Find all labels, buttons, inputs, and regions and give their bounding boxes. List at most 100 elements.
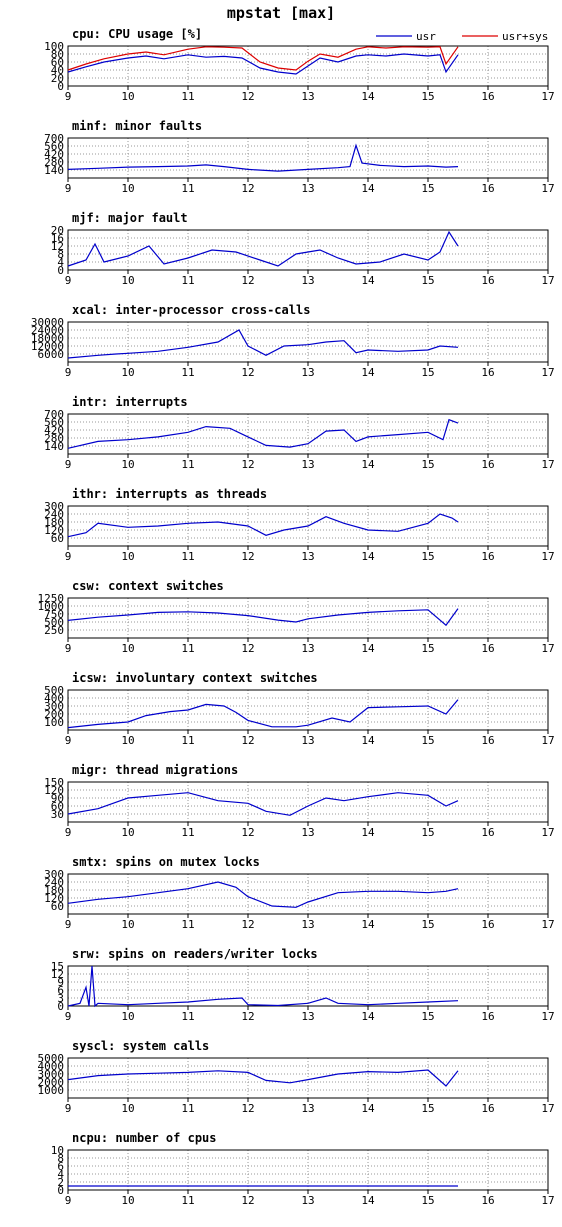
x-tick-label: 17 (541, 182, 554, 195)
x-tick-label: 11 (181, 642, 194, 655)
x-tick-label: 15 (421, 734, 434, 747)
series-line (67, 792, 459, 816)
x-tick-label: 15 (421, 826, 434, 839)
x-tick-label: 9 (65, 1102, 72, 1115)
y-tick-label: 60 (51, 800, 64, 813)
series-line (67, 46, 459, 71)
x-tick-label: 11 (181, 182, 194, 195)
chart-title: minf: minor faults (72, 119, 202, 133)
x-tick-label: 12 (241, 550, 254, 563)
y-tick-label: 560 (44, 416, 64, 429)
x-tick-label: 10 (121, 366, 134, 379)
y-tick-label: 280 (44, 156, 64, 169)
y-tick-label: 0 (57, 264, 64, 277)
y-tick-label: 140 (44, 164, 64, 177)
chart-title: icsw: involuntary context switches (72, 671, 318, 685)
x-tick-label: 14 (361, 1194, 375, 1207)
y-tick-label: 120 (44, 524, 64, 537)
x-tick-label: 15 (421, 90, 434, 103)
y-tick-label: 3 (57, 992, 64, 1005)
x-tick-label: 10 (121, 1194, 134, 1207)
x-tick-label: 16 (481, 90, 494, 103)
x-tick-label: 9 (65, 1010, 72, 1023)
x-tick-label: 13 (301, 1102, 314, 1115)
plot-frame (67, 781, 549, 823)
x-tick-label: 9 (65, 1194, 72, 1207)
x-tick-label: 9 (65, 550, 72, 563)
chart-title: xcal: inter-processor cross-calls (72, 303, 310, 317)
chart-title: srw: spins on readers/writer locks (72, 947, 318, 961)
x-tick-label: 11 (181, 918, 194, 931)
series-line (67, 608, 459, 627)
x-tick-label: 13 (301, 1010, 314, 1023)
x-tick-label: 13 (301, 918, 314, 931)
x-tick-label: 17 (541, 1102, 554, 1115)
y-tick-label: 1000 (38, 600, 65, 613)
x-tick-label: 13 (301, 642, 314, 655)
y-tick-label: 300 (44, 868, 64, 881)
y-tick-label: 1250 (38, 592, 65, 605)
y-tick-label: 9 (57, 976, 64, 989)
x-tick-label: 12 (241, 274, 254, 287)
x-tick-label: 12 (241, 182, 254, 195)
y-tick-label: 30000 (31, 316, 64, 329)
chart-title: syscl: system calls (72, 1039, 209, 1053)
x-tick-label: 12 (241, 458, 254, 471)
x-tick-label: 10 (121, 274, 134, 287)
x-tick-label: 14 (361, 1010, 375, 1023)
plot-frame (67, 137, 549, 179)
x-tick-label: 16 (481, 1010, 494, 1023)
plot-frame (67, 1149, 549, 1191)
x-tick-label: 16 (481, 826, 494, 839)
x-tick-label: 12 (241, 1194, 254, 1207)
x-tick-label: 11 (181, 1194, 194, 1207)
x-tick-label: 13 (301, 366, 314, 379)
x-tick-label: 11 (181, 274, 194, 287)
x-tick-label: 15 (421, 1194, 434, 1207)
chart-title: ncpu: number of cpus (72, 1131, 217, 1145)
x-tick-label: 17 (541, 274, 554, 287)
plot-frame (67, 505, 549, 547)
y-tick-label: 40 (51, 64, 64, 77)
x-tick-label: 14 (361, 550, 375, 563)
plot-frame (67, 1057, 549, 1099)
series-line (67, 881, 459, 908)
series-line (67, 1069, 459, 1087)
x-tick-label: 10 (121, 182, 134, 195)
x-tick-label: 11 (181, 1010, 194, 1023)
x-tick-label: 13 (301, 182, 314, 195)
x-tick-label: 16 (481, 1102, 494, 1115)
x-tick-label: 16 (481, 458, 494, 471)
y-tick-label: 3000 (38, 1068, 65, 1081)
y-tick-label: 15 (51, 960, 64, 973)
y-tick-label: 12000 (31, 340, 64, 353)
x-tick-label: 10 (121, 1010, 134, 1023)
y-tick-label: 60 (51, 532, 64, 545)
y-tick-label: 6 (57, 1160, 64, 1173)
y-tick-label: 240 (44, 508, 64, 521)
y-tick-label: 80 (51, 48, 64, 61)
plot-frame (67, 873, 549, 915)
y-tick-label: 20 (51, 224, 64, 237)
x-tick-label: 14 (361, 918, 375, 931)
y-tick-label: 12 (51, 968, 64, 981)
x-tick-label: 15 (421, 642, 434, 655)
chart-panel-9: smtx: spins on mutex locks 60120180240300… (44, 855, 555, 931)
x-tick-label: 15 (421, 182, 434, 195)
legend-label: usr+sys (502, 30, 548, 43)
x-tick-label: 13 (301, 550, 314, 563)
y-tick-label: 8 (57, 1152, 64, 1165)
x-tick-label: 17 (541, 642, 554, 655)
x-tick-label: 13 (301, 1194, 314, 1207)
x-tick-label: 10 (121, 642, 134, 655)
x-tick-label: 14 (361, 1102, 375, 1115)
x-tick-label: 14 (361, 458, 375, 471)
x-tick-label: 12 (241, 90, 254, 103)
x-tick-label: 12 (241, 642, 254, 655)
x-tick-label: 9 (65, 642, 72, 655)
y-tick-label: 4 (57, 1168, 64, 1181)
y-tick-label: 300 (44, 500, 64, 513)
y-tick-label: 700 (44, 408, 64, 421)
